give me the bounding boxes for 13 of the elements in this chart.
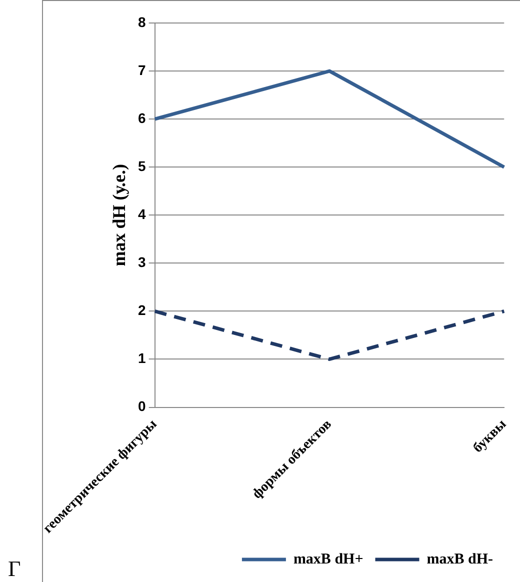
legend-label: maxB dH+ xyxy=(293,551,364,568)
y-tick-label: 7 xyxy=(138,62,146,78)
y-tick-label: 6 xyxy=(138,110,146,126)
y-tick-label: 0 xyxy=(138,398,146,414)
y-tick-label: 3 xyxy=(138,254,146,270)
y-tick-label: 4 xyxy=(138,206,146,222)
y-axis-title: max dH (у.е.) xyxy=(108,164,129,266)
y-tick-label: 2 xyxy=(138,302,146,318)
y-tick-label: 5 xyxy=(138,158,146,174)
y-tick-label: 1 xyxy=(138,350,146,366)
text: Г xyxy=(8,556,21,582)
legend-label: maxB dH- xyxy=(426,551,494,568)
y-tick-label: 8 xyxy=(138,14,146,30)
